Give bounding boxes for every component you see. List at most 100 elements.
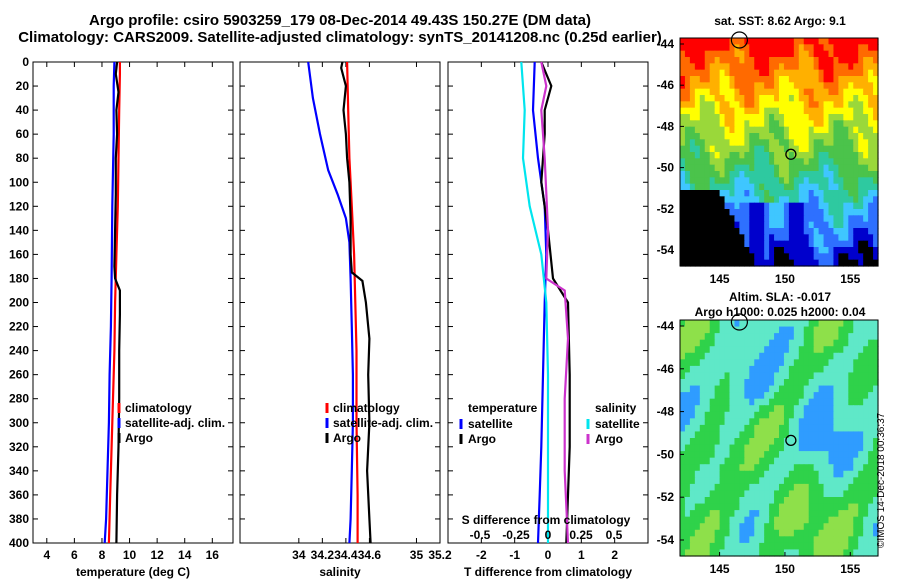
map-cell <box>798 477 805 485</box>
map-cell <box>704 190 711 197</box>
map-cell <box>714 259 721 267</box>
map-cell <box>744 464 750 472</box>
map-cell <box>749 385 755 393</box>
map-cell <box>823 133 830 140</box>
map-cell <box>793 411 800 419</box>
map-cell <box>858 464 864 472</box>
map-cell <box>858 253 864 261</box>
map-cell <box>734 438 740 446</box>
map-cell <box>754 202 760 210</box>
map-cell <box>823 464 830 472</box>
map-cell <box>843 50 849 58</box>
map-cell <box>843 333 849 341</box>
map-cell <box>853 247 859 254</box>
map-cell <box>680 477 686 485</box>
map-cell <box>858 339 864 347</box>
map-cell <box>704 101 711 109</box>
map-cell <box>764 333 770 341</box>
map-cell <box>754 57 760 64</box>
map-cell <box>828 120 835 128</box>
map-cell <box>680 69 686 77</box>
map-cell <box>788 95 795 102</box>
map-cell <box>724 346 731 354</box>
map-cell <box>833 523 839 531</box>
map-cell <box>774 101 780 109</box>
ytick-label: 400 <box>9 536 29 550</box>
map-cell <box>689 152 696 159</box>
map-cell <box>719 346 726 354</box>
map-cell <box>843 82 849 90</box>
map-cell <box>704 438 711 446</box>
map-cell <box>828 158 835 166</box>
map-cell <box>769 38 775 45</box>
map-cell <box>744 549 750 557</box>
map-cell <box>863 196 869 204</box>
map-cell <box>709 253 716 261</box>
map-cell <box>813 158 820 166</box>
map-cell <box>808 405 815 413</box>
map-cell <box>843 63 849 71</box>
map-cell <box>709 326 716 334</box>
map-cell <box>724 352 731 360</box>
map-cell <box>729 405 736 413</box>
map-cell <box>818 107 825 115</box>
map-cell <box>798 50 805 58</box>
map-cell <box>823 209 830 216</box>
map-ytick-label: -44 <box>657 319 675 333</box>
map-cell <box>749 365 755 374</box>
map-cell <box>749 114 755 121</box>
map-cell <box>729 464 736 472</box>
map-cell <box>818 431 825 439</box>
map-cell <box>680 418 686 426</box>
map-cell <box>823 398 830 406</box>
map-cell <box>783 523 790 531</box>
map-cell <box>724 379 731 387</box>
map-cell <box>769 126 775 134</box>
map-cell <box>848 228 854 235</box>
map-cell <box>759 424 765 433</box>
map-cell <box>813 431 820 439</box>
map-cell <box>764 69 770 77</box>
map-cell <box>714 359 721 367</box>
map-cell <box>838 464 844 472</box>
map-cell <box>704 50 711 58</box>
map-cell <box>788 50 795 58</box>
map-cell <box>694 352 701 360</box>
map-cell <box>729 234 736 242</box>
map-cell <box>744 333 750 341</box>
map-cell <box>714 209 721 216</box>
map-cell <box>833 82 839 90</box>
map-cell <box>774 352 780 360</box>
map-cell <box>779 333 785 341</box>
map-cell <box>848 444 854 452</box>
map-cell <box>774 405 780 413</box>
map-cell <box>818 346 825 354</box>
map-cell <box>699 190 706 197</box>
map-cell <box>843 101 849 109</box>
map-cell <box>813 464 820 472</box>
map-cell <box>704 88 711 96</box>
map-cell <box>694 133 701 140</box>
map-cell <box>803 523 810 531</box>
map-cell <box>689 326 696 334</box>
map-cell <box>793 444 800 452</box>
map-cell <box>873 346 879 354</box>
map-cell <box>779 253 785 261</box>
map-cell <box>788 139 795 147</box>
map-cell <box>759 385 765 393</box>
map-cell <box>818 536 825 544</box>
map-cell <box>724 44 731 52</box>
map-cell <box>734 196 740 204</box>
map-cell <box>783 418 790 426</box>
map-cell <box>808 145 815 153</box>
map-cell <box>694 490 701 498</box>
map-cell <box>788 63 795 71</box>
map-cell <box>719 196 726 204</box>
map-cell <box>769 503 775 511</box>
map-cell <box>813 405 820 413</box>
map-cell <box>734 339 740 347</box>
map-cell <box>764 477 770 485</box>
map-cell <box>843 240 849 248</box>
map-cell <box>680 133 686 140</box>
map-cell <box>798 234 805 242</box>
